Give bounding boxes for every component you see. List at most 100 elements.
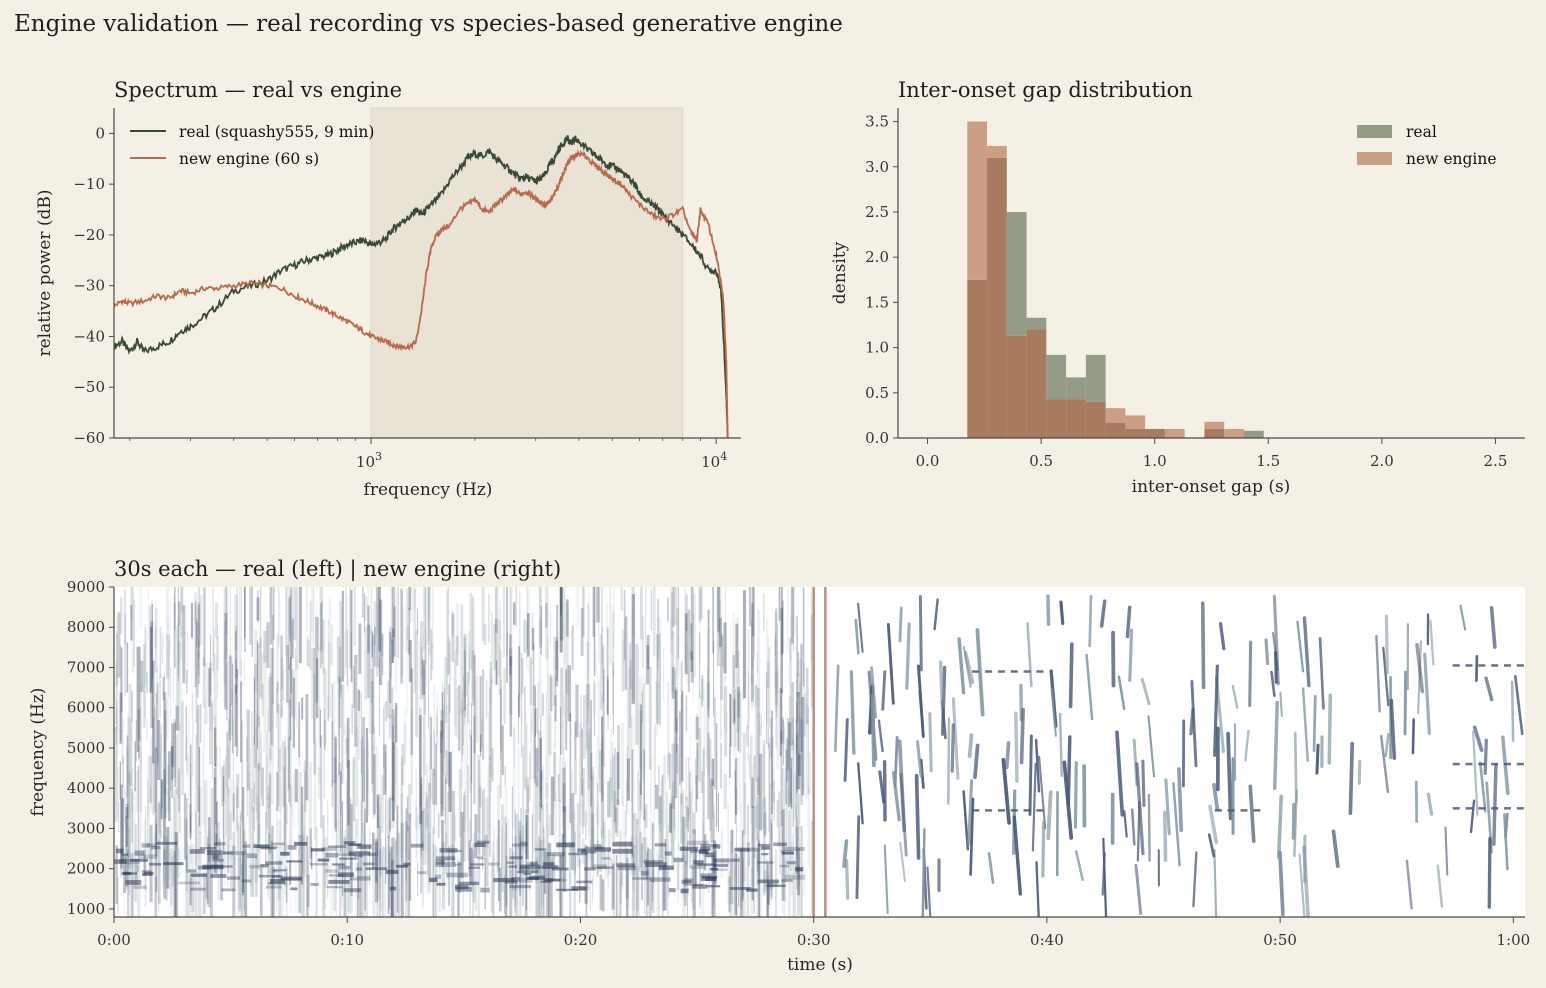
- spectrogram-real-lowband: [286, 860, 303, 863]
- spectrogram-real-streak: [450, 844, 455, 917]
- spectrogram-real-streak: [537, 682, 539, 772]
- spectrogram-real-streak: [238, 587, 243, 677]
- spectrogram-real-streak: [757, 609, 761, 717]
- spectrogram-real-lowband: [507, 861, 515, 864]
- spectrogram-real-streak: [774, 637, 777, 712]
- spectrogram-real-streak: [679, 711, 681, 785]
- spectrogram-real-streak: [503, 816, 507, 899]
- spectrogram-real-streak: [391, 639, 394, 663]
- spectrogram-real-lowband: [692, 884, 708, 889]
- spectrogram-real-lowband: [130, 858, 149, 862]
- spectrogram-real-streak: [762, 593, 765, 632]
- spectrogram-real-streak: [770, 858, 772, 880]
- spectrogram-real-streak: [289, 596, 291, 642]
- spectrogram-real-streak: [538, 587, 542, 648]
- spectrogram-real-streak: [423, 716, 425, 814]
- spectrogram-real-streak: [377, 804, 381, 900]
- spectrogram-real-streak: [541, 881, 543, 909]
- spectrogram-real-streak: [797, 793, 801, 886]
- spectrogram-engine-call: [905, 622, 911, 690]
- spectrogram-real-streak: [637, 708, 639, 812]
- spectrogram-real-streak: [374, 727, 376, 749]
- spectrogram-real-streak: [767, 728, 769, 749]
- spectrogram-real-streak: [710, 779, 714, 843]
- spectrogram-real-streak: [714, 697, 716, 790]
- spectrogram-real-streak: [401, 794, 403, 853]
- spectrogram-real-streak: [198, 785, 202, 834]
- spectrogram-real-streak: [485, 797, 489, 848]
- spectrogram-real-streak: [630, 836, 634, 876]
- spectrogram-real-lowband: [596, 866, 614, 869]
- spectrogram-real-streak: [690, 865, 693, 903]
- spectrogram-real-streak: [275, 687, 278, 728]
- spectrogram-real-streak: [791, 716, 795, 751]
- spectrogram-real-streak: [528, 881, 532, 912]
- spectrogram-real-streak: [627, 758, 631, 801]
- spectrogram-real-streak: [477, 759, 481, 854]
- spectrogram-real-streak: [771, 736, 775, 787]
- spectrogram-real-streak: [125, 804, 129, 890]
- spectrogram-real-streak: [753, 587, 755, 659]
- spectrogram-real-streak: [810, 615, 813, 708]
- spectrogram-real-streak: [795, 806, 797, 858]
- spectrogram-real-streak: [441, 709, 445, 811]
- spectrogram-real-lowband: [766, 884, 786, 888]
- spectrogram-real-streak: [408, 587, 411, 611]
- spectrogram-engine-call: [962, 790, 970, 851]
- spectrogram-real-streak: [179, 625, 183, 660]
- spectrogram-real-streak: [698, 728, 701, 782]
- spectrogram-y-tick-label: 5000: [67, 739, 105, 757]
- spectrogram-real-streak: [734, 758, 738, 815]
- spectrogram-real-streak: [747, 842, 750, 867]
- spectrogram-real-streak: [701, 675, 703, 707]
- spectrogram-engine-call: [963, 650, 975, 684]
- spectrogram-engine-call: [1312, 694, 1317, 753]
- spectrogram-real-streak: [149, 626, 153, 693]
- spectrogram-real-streak: [475, 859, 477, 917]
- spectrogram-real-streak: [642, 674, 646, 772]
- spectrogram-real-streak: [425, 791, 428, 827]
- spectrogram-real-streak: [408, 608, 411, 655]
- spectrogram-real-lowband: [190, 873, 207, 877]
- spectrogram-engine-call: [843, 718, 849, 782]
- spectrogram-real-streak: [357, 877, 359, 917]
- spectrogram-real-streak: [509, 648, 513, 715]
- spectrogram-real-streak: [342, 683, 345, 734]
- spectrogram-real-streak: [154, 707, 156, 813]
- spectrogram-real-streak: [645, 645, 650, 685]
- spectrogram-real-streak: [349, 857, 353, 915]
- spectrogram-real-lowband: [700, 843, 718, 847]
- spectrogram-engine-call: [1276, 794, 1284, 859]
- spectrogram-real-lowband: [389, 886, 397, 891]
- spectrogram-real-streak: [444, 774, 446, 824]
- spectrogram-real-streak: [214, 654, 217, 762]
- spectrogram-real-streak: [522, 745, 524, 851]
- spectrogram-real-streak: [390, 587, 394, 645]
- spectrogram-real-streak: [531, 612, 534, 665]
- spectrogram-real-streak: [805, 703, 808, 799]
- spectrogram-real-streak: [582, 587, 584, 636]
- spectrogram-real-lowband: [687, 840, 710, 846]
- spectrogram-real-streak: [185, 842, 189, 917]
- spectrogram-real-streak: [633, 713, 635, 821]
- spectrogram-real-streak: [538, 730, 542, 822]
- spectrogram-real-streak: [331, 720, 334, 807]
- spectrogram-real-streak: [389, 627, 392, 719]
- spectrogram-real-streak: [252, 736, 255, 803]
- spectrogram-real-streak: [127, 771, 132, 870]
- spectrogram-real-streak: [635, 644, 639, 746]
- spectrogram-real-streak: [629, 659, 632, 690]
- spectrogram-real-streak: [781, 767, 785, 856]
- spectrogram-real-streak: [601, 879, 605, 912]
- spectrogram-real-lowband: [729, 887, 752, 890]
- spectrogram-real-streak: [671, 743, 675, 809]
- histogram-x-tick-label: 1.0: [1143, 452, 1167, 470]
- spectrogram-real-streak: [658, 796, 663, 862]
- spectrogram-real-streak: [612, 661, 615, 735]
- spectrogram-real-streak: [276, 772, 278, 812]
- spectrogram-real-streak: [612, 611, 615, 679]
- spectrogram-engine-call: [1411, 718, 1415, 755]
- spectrogram-real-streak: [696, 713, 698, 797]
- spectrogram-real-lowband: [488, 862, 500, 866]
- spectrogram-real-streak: [374, 838, 379, 903]
